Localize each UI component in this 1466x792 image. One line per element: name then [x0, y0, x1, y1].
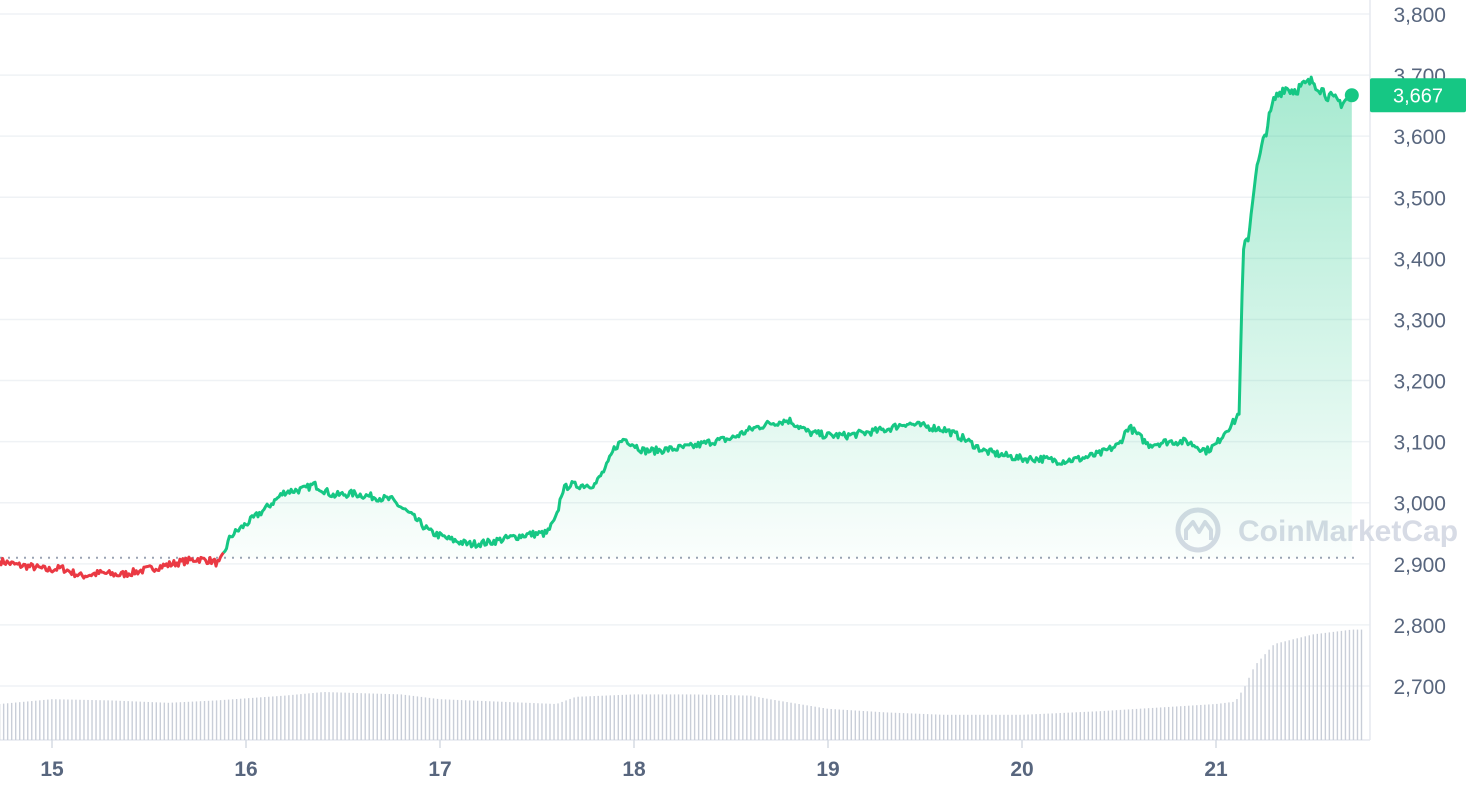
y-tick-label: 3,100 [1393, 432, 1446, 455]
current-price-dot [1344, 88, 1359, 103]
x-tick-label: 19 [816, 758, 839, 781]
x-tick-label: 20 [1010, 758, 1033, 781]
price-line-above-baseline [222, 75, 1353, 554]
y-tick-label: 3,300 [1393, 309, 1446, 332]
x-tick-label: 16 [234, 758, 257, 781]
volume-bars [0, 629, 1363, 740]
current-price-badge-bg [1370, 78, 1466, 113]
y-tick-label: 3,200 [1393, 371, 1446, 394]
current-price-badge: 3,667 [1370, 78, 1466, 113]
y-axis: 2,700 2,800 2,900 3,000 3,100 3,200 3,300 3,400… [1393, 4, 1446, 699]
y-tick-label: 2,700 [1393, 676, 1446, 699]
x-tick-label: 15 [40, 758, 64, 781]
y-tick-label: 2,900 [1393, 554, 1446, 577]
x-tick-label: 18 [622, 758, 646, 781]
y-tick-label: 3,500 [1393, 187, 1446, 210]
price-line-below-baseline [0, 551, 225, 580]
current-price-label: 3,667 [1393, 85, 1443, 107]
x-tick-label: 17 [428, 758, 451, 781]
price-area-fill [223, 77, 1352, 558]
y-tick-label: 3,600 [1393, 126, 1446, 149]
y-tick-label: 3,800 [1393, 4, 1446, 27]
y-tick-label: 3,000 [1393, 493, 1446, 516]
y-tick-label: 3,400 [1393, 248, 1446, 271]
gridlines [0, 0, 1371, 741]
x-axis: 15 16 17 18 19 20 21 [40, 740, 1228, 781]
y-tick-label: 2,800 [1393, 615, 1446, 638]
x-tick-label: 21 [1204, 758, 1228, 781]
